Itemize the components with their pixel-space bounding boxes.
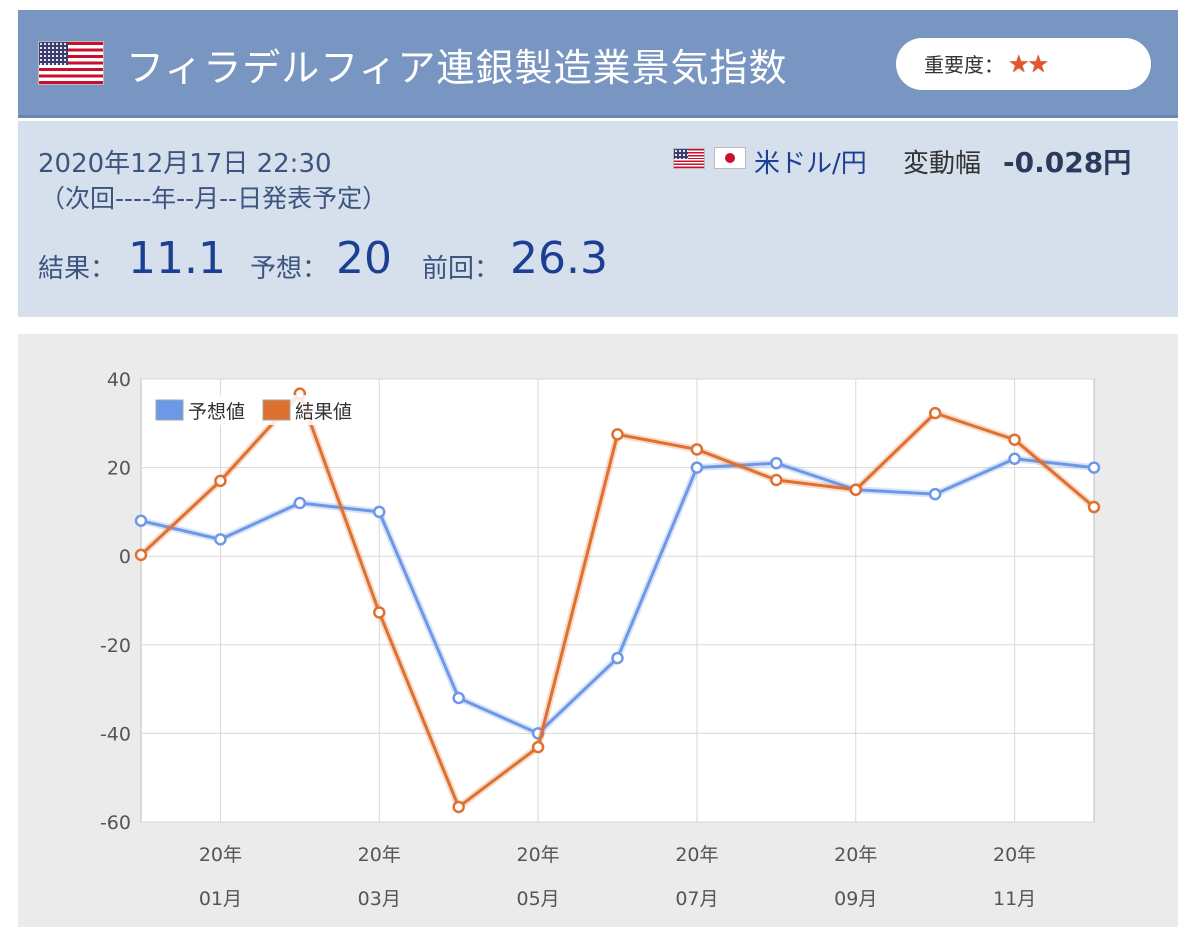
data-point [452,800,465,814]
x-tick-label: 11月 [993,888,1036,910]
data-point [373,505,386,519]
forecast-value: 20 [336,233,392,284]
x-tick-label: 20年 [675,844,718,866]
y-tick-label: -60 [100,812,131,834]
range-value: -0.028円 [1003,146,1132,179]
info-panel: 2020年12月17日 22:30 （次回----年--月--日発表予定） 米ド… [18,121,1178,317]
importance-stars-icon: ★★ [1008,50,1049,78]
data-point [770,456,783,470]
y-tick-label: 20 [107,458,131,480]
chart-panel: 40 20 0 -20 -40 -60 20年 01月 20年 03月 20年 05月 20年 07月 20… [18,334,1178,927]
x-tick-label: 20年 [834,844,877,866]
header-bar: フィラデルフィア連銀製造業景気指数 重要度： ★★ [18,10,1178,118]
x-tick-label: 03月 [358,888,401,910]
data-point [770,473,783,487]
x-tick-label: 05月 [516,888,559,910]
x-tick-label: 09月 [834,888,877,910]
y-tick-label: -40 [100,723,131,745]
x-tick-label: 01月 [199,888,242,910]
data-point [134,548,148,562]
y-tick-label: 40 [107,369,131,391]
legend-box [151,395,359,425]
previous-label: 前回： [422,254,501,284]
data-point [214,533,227,546]
legend-swatch [262,399,291,421]
data-point [928,487,942,501]
range-label: 変動幅 [903,149,982,179]
us-flag-icon [673,148,705,169]
data-point [1008,433,1021,446]
result-label: 結果： [38,254,117,284]
data-point [134,514,148,528]
next-release: （次回----年--月--日発表予定） [40,184,388,213]
importance-label: 重要度： [924,53,1004,77]
y-tick-label: 0 [119,546,131,568]
data-point [849,483,862,496]
x-tick-label: 20年 [358,844,401,866]
release-date: 2020年12月17日 22:30 [38,149,332,179]
importance-badge: 重要度： ★★ [896,38,1151,90]
currency-pair-link[interactable]: 米ドル/円 [754,149,867,179]
data-point [1087,461,1101,474]
data-point [373,606,386,619]
data-point [531,740,545,754]
legend-swatch [155,399,184,421]
data-point [293,496,307,510]
plot-area [140,378,1095,823]
data-point [690,461,704,474]
indicator-chart: 40 20 0 -20 -40 -60 20年 01月 20年 03月 20年 05月 20年 07月 20… [100,369,1101,910]
data-point [452,691,465,705]
result-value: 11.1 [128,233,226,284]
data-point [611,428,624,441]
data-point [214,474,227,488]
jp-flag-icon [714,147,746,169]
x-tick-label: 07月 [675,888,718,910]
data-point [1087,500,1101,514]
page-title: フィラデルフィア連銀製造業景気指数 [126,46,788,90]
legend-label: 結果値 [295,401,352,423]
us-flag-icon [38,41,104,85]
x-tick-label: 20年 [516,844,559,866]
data-point [1008,452,1021,465]
forecast-label: 予想： [250,254,329,284]
data-point [611,651,624,665]
x-tick-label: 20年 [993,844,1036,866]
data-point [690,443,704,456]
previous-value: 26.3 [510,233,608,284]
data-point [928,406,942,420]
x-tick-label: 20年 [199,844,242,866]
y-tick-label: -20 [100,635,131,657]
legend-label: 予想値 [188,401,245,423]
